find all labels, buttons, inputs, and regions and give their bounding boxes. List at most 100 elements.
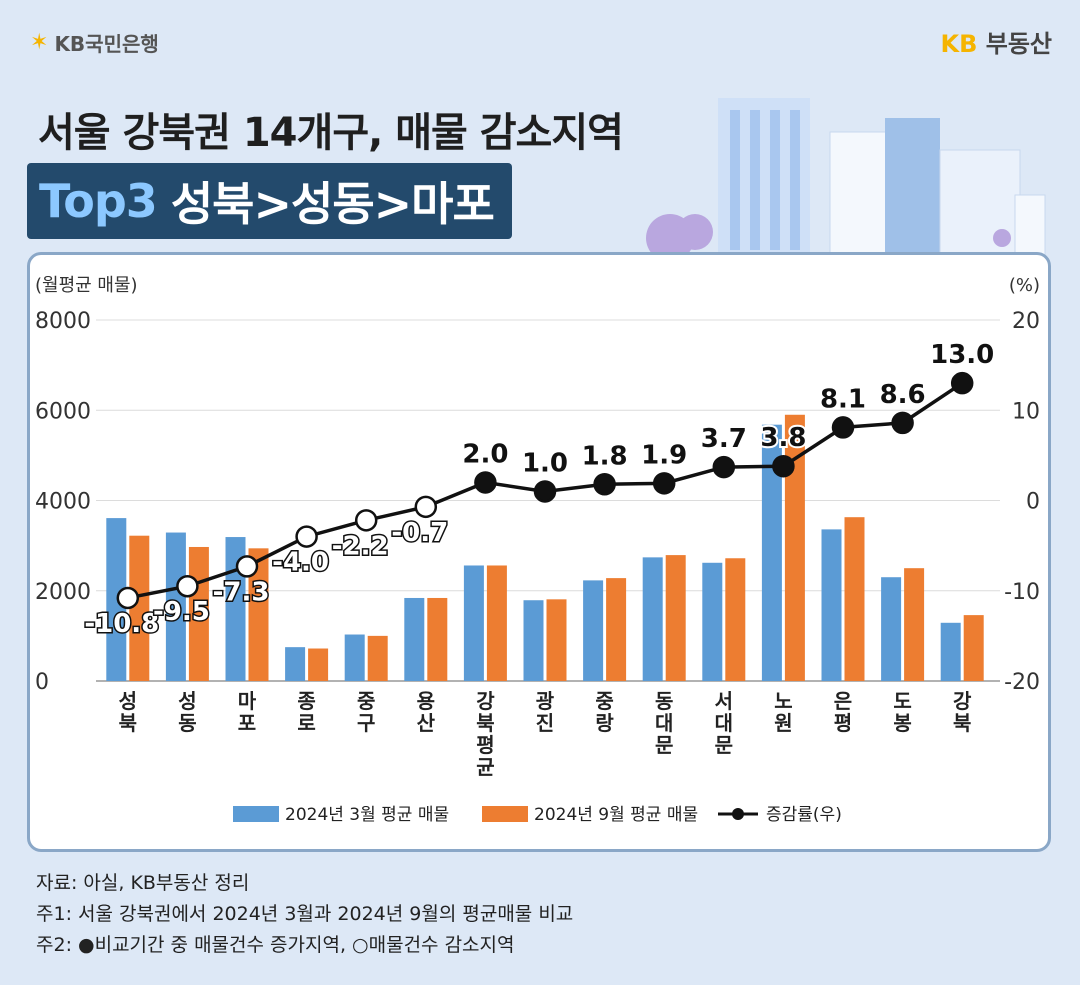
rate-label: 1.0 xyxy=(522,448,568,478)
rate-label: -9.5 xyxy=(153,597,210,627)
rate-point xyxy=(235,555,259,578)
category-label: 포 xyxy=(238,711,256,735)
bar-march xyxy=(940,622,961,681)
rate-label: -4.0 xyxy=(272,548,329,578)
bar-september xyxy=(606,578,627,681)
rate-label: 3.7 xyxy=(701,424,747,454)
rate-point xyxy=(712,455,736,479)
rate-label: 2.0 xyxy=(462,439,508,469)
right-tick-label: 0 xyxy=(1026,490,1040,515)
category-label: 종 xyxy=(297,689,315,713)
bar-march xyxy=(881,577,902,681)
page-title: 서울 강북권 14개구, 매물 감소지역 xyxy=(38,110,624,156)
category-label: 균 xyxy=(476,755,494,779)
category-label: 동 xyxy=(178,711,196,735)
bar-line-chart: -10.8-9.5-7.3-4.0-2.2 -0.7 2.0 1.0 1.8 1.9 3.7… xyxy=(35,275,1040,825)
bar-september xyxy=(367,635,388,681)
bar-march xyxy=(165,532,186,681)
category-label: 북 xyxy=(476,711,494,735)
bar-september xyxy=(665,555,686,681)
rate-point xyxy=(414,495,438,519)
rate-point xyxy=(533,480,557,503)
bar-march xyxy=(821,529,842,681)
rate-point xyxy=(116,586,140,610)
city-buildings-illustration xyxy=(646,98,1046,255)
bar-march xyxy=(583,580,604,681)
right-axis-label: (%) xyxy=(1009,275,1040,296)
rate-label: -7.3 xyxy=(213,577,270,607)
category-label: 중 xyxy=(595,689,613,713)
category-label: 대 xyxy=(715,711,733,735)
category-label: 은 xyxy=(834,689,852,713)
category-label: 랑 xyxy=(595,711,614,735)
category-label: 중 xyxy=(357,689,375,713)
bar-september xyxy=(963,615,984,681)
footer-notes: 자료: 아실, KB부동산 정리 주1: 서울 강북권에서 2024년 3월과 … xyxy=(36,868,573,961)
rate-label: -10.8 xyxy=(84,609,159,639)
left-tick-label: 8000 xyxy=(35,309,91,334)
kb-realestate-logo-text: 부동산 xyxy=(985,30,1052,58)
bar-september xyxy=(725,558,746,681)
left-axis-label: (월평균 매물) xyxy=(35,275,138,296)
rate-point xyxy=(176,574,199,598)
kb-realestate-logo: KB 부동산 xyxy=(941,24,1053,59)
legend-swatch-march xyxy=(233,806,279,822)
right-tick-label: -10 xyxy=(1004,580,1040,605)
legend-swatch-point xyxy=(732,808,744,820)
bar-march xyxy=(404,597,425,681)
category-label: 진 xyxy=(536,711,554,735)
bar-march xyxy=(523,600,544,681)
category-label: 산 xyxy=(417,711,436,735)
chart-bars xyxy=(106,414,984,681)
bar-september xyxy=(844,517,865,681)
legend-swatch-september xyxy=(482,806,528,822)
rate-label: 1.8 xyxy=(582,441,628,471)
bar-september xyxy=(546,599,567,681)
rate-point xyxy=(772,454,795,478)
rate-point xyxy=(831,416,855,439)
bar-september xyxy=(904,568,925,681)
legend-label-rate: 증감률(우) xyxy=(766,805,842,825)
footer-note-2: 주2: ●비교기간 중 매물건수 증가지역, ○매물건수 감소지역 xyxy=(36,934,515,956)
left-tick-label: 2000 xyxy=(35,580,91,605)
bar-september xyxy=(427,597,448,681)
rate-point xyxy=(652,472,676,495)
footer-source: 자료: 아실, KB부동산 정리 xyxy=(36,872,250,894)
category-label: 동 xyxy=(655,689,673,713)
category-label: 대 xyxy=(655,711,673,735)
category-label: 평 xyxy=(476,733,494,757)
legend-label-september: 2024년 9월 평균 매물 xyxy=(534,805,698,825)
category-label: 문 xyxy=(655,733,673,757)
rate-label: -0.7 xyxy=(391,518,448,548)
chart-panel: -10.8 -9.5 -7.3 -4.0 -2.2 -0.7 2.0 1.0 1.8 1.9 3.7… xyxy=(27,252,1051,852)
footer-note-1: 주1: 서울 강북권에서 2024년 3월과 2024년 9월의 평균매물 비교 xyxy=(36,903,574,925)
rate-label: -2.2 xyxy=(332,531,389,561)
bar-march xyxy=(285,647,306,681)
rate-point xyxy=(891,411,914,435)
bar-september xyxy=(486,565,507,681)
legend-label-march: 2024년 3월 평균 매물 xyxy=(285,805,449,825)
rate-label: 13.0 xyxy=(930,340,994,370)
chart-line: -10.8-9.5-7.3-4.0-2.2 -0.7 2.0 1.0 1.8 1.9 3.7… xyxy=(83,338,996,640)
category-label: 로 xyxy=(297,711,315,735)
category-label: 서 xyxy=(715,689,733,713)
rate-point xyxy=(474,471,497,494)
category-label: 문 xyxy=(715,733,733,757)
right-tick-label: 10 xyxy=(1012,399,1040,424)
category-label: 성 xyxy=(119,689,137,713)
bar-march xyxy=(344,634,365,681)
rate-label: 8.6 xyxy=(880,380,926,410)
left-tick-label: 0 xyxy=(35,670,49,695)
category-label: 노 xyxy=(774,689,792,713)
chart-legend: 2024년 3월 평균 매물 2024년 9월 평균 매물 증감률(우) xyxy=(233,805,842,825)
bar-march xyxy=(106,518,127,681)
category-label: 용 xyxy=(417,689,435,713)
bar-march xyxy=(642,557,663,681)
rate-label: 3.8 xyxy=(760,423,806,453)
rate-point xyxy=(354,509,378,532)
kb-realestate-logo-kb: KB xyxy=(940,30,978,58)
subtitle-highlight: Top3 xyxy=(39,174,158,228)
rate-point xyxy=(295,525,318,548)
category-label: 평 xyxy=(834,711,852,735)
bar-march xyxy=(761,424,782,681)
